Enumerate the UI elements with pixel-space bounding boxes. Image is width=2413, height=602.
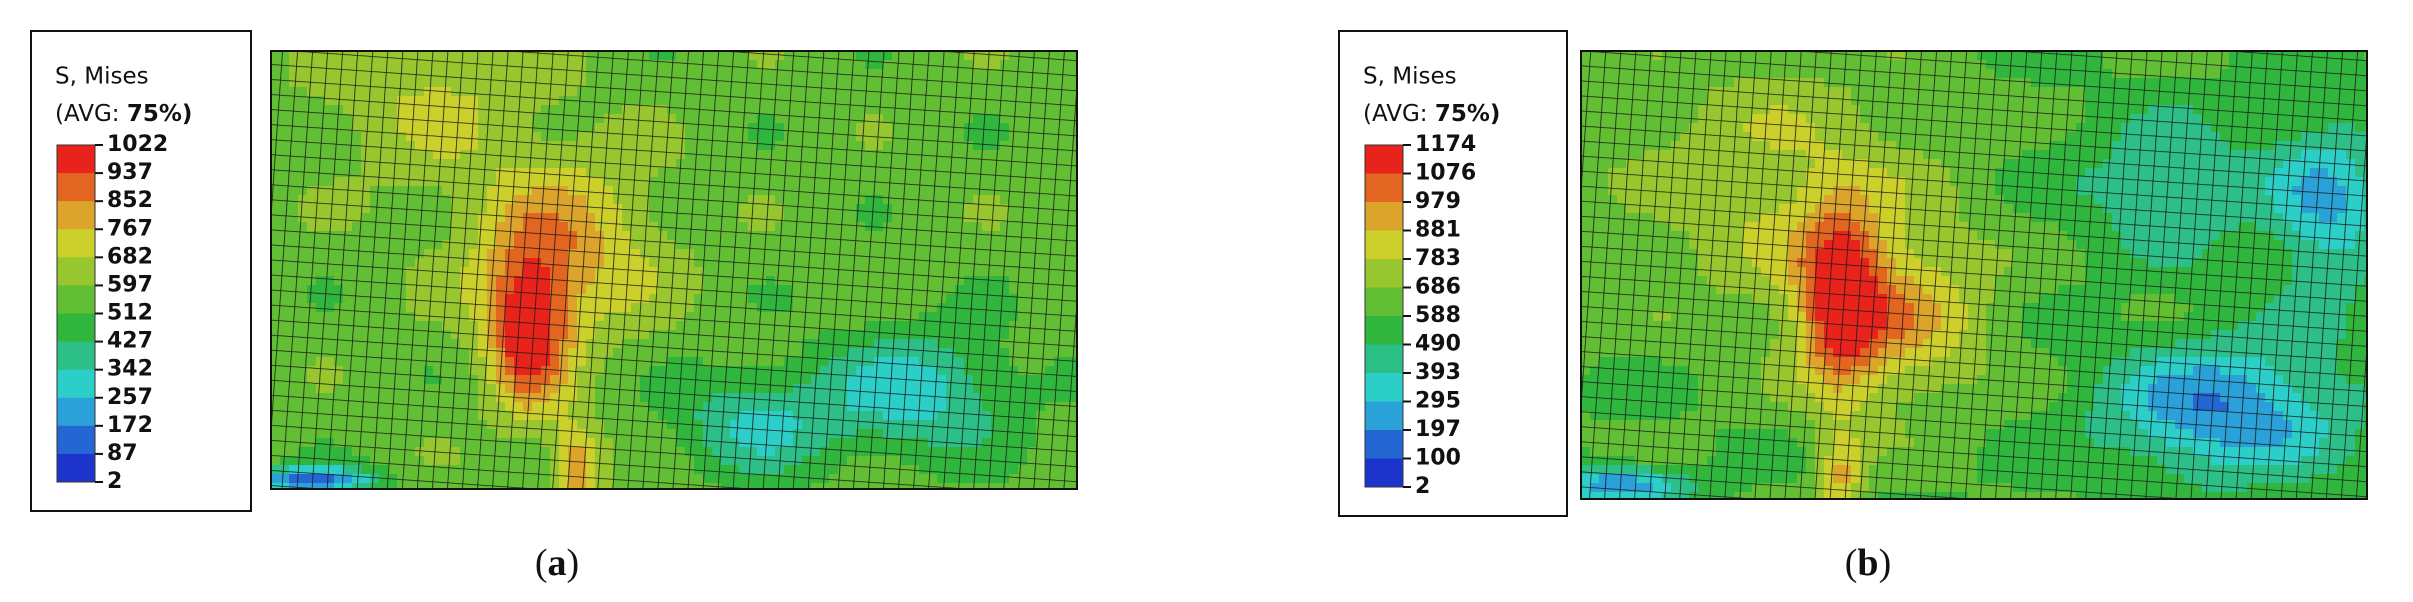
legend-level: 427	[107, 329, 153, 354]
legend-level: 490	[1415, 332, 1461, 357]
legend-level: 2	[1415, 474, 1430, 499]
legend-swatch	[57, 257, 95, 286]
mesh	[271, 51, 1077, 489]
avg-prefix: (AVG:	[1363, 101, 1435, 127]
legend-level: 597	[107, 272, 153, 297]
legend-level: 767	[107, 216, 153, 241]
legend-level: 100	[1415, 446, 1461, 471]
legend-level: 979	[1415, 189, 1461, 214]
legend-level: 342	[107, 357, 153, 382]
legend-swatch	[57, 201, 95, 230]
legend-swatch	[57, 285, 95, 314]
legend-level: 588	[1415, 303, 1461, 328]
legend-swatch	[1365, 230, 1403, 260]
legend-swatch	[57, 313, 95, 343]
avg-value: 75%)	[127, 101, 193, 127]
caption: (a)	[535, 542, 579, 584]
legend-subtitle: (AVG: 75%)	[1363, 101, 1500, 127]
legend-level: 393	[1415, 360, 1461, 385]
legend-swatch	[1365, 344, 1403, 374]
panel: S, Mises (AVG: 75%) 1022 937 852 767 682 597 512…	[30, 30, 1078, 584]
legend-level: 1022	[107, 132, 168, 157]
legend-swatch	[1365, 458, 1403, 488]
legend-level: 512	[107, 301, 153, 326]
legend-title: S, Mises	[55, 64, 149, 90]
legend-swatch	[57, 145, 95, 174]
legend-level: 172	[107, 413, 153, 438]
legend-swatch	[57, 425, 95, 455]
legend-level: 1076	[1415, 161, 1476, 186]
legend-swatch	[57, 369, 95, 399]
legend-level: 682	[107, 244, 153, 269]
legend-swatch	[57, 173, 95, 202]
legend-subtitle: (AVG: 75%)	[55, 101, 192, 127]
legend-swatch	[1365, 173, 1403, 203]
legend-level: 783	[1415, 246, 1461, 271]
legend-level: 87	[107, 441, 138, 466]
legend-swatch	[1365, 287, 1403, 317]
panel: S, Mises (AVG: 75%) 1174 1076 979 881 783 686 58…	[1338, 30, 2368, 584]
caption-open: (	[535, 542, 548, 584]
plot-border	[270, 50, 1078, 490]
legend-level: 295	[1415, 389, 1461, 414]
legend-level: 197	[1415, 417, 1461, 442]
legend-swatch	[57, 229, 95, 258]
legend-title: S, Mises	[1363, 64, 1457, 90]
legend-level: 1174	[1415, 132, 1476, 157]
avg-prefix: (AVG:	[55, 101, 127, 127]
legend-level: 881	[1415, 218, 1461, 243]
legend-swatch	[1365, 259, 1403, 288]
legend-level: 2	[107, 469, 122, 494]
legend-swatch	[1365, 145, 1403, 174]
legend-level: 852	[107, 188, 153, 213]
legend-swatch	[57, 453, 95, 483]
legend-level: 937	[107, 160, 153, 185]
avg-value: 75%)	[1435, 101, 1501, 127]
legend-swatch	[1365, 430, 1403, 459]
legend-swatch	[1365, 316, 1403, 345]
legend-swatch	[1365, 401, 1403, 431]
legend-level: 686	[1415, 275, 1461, 300]
legend-level: 257	[107, 385, 153, 410]
legend-swatch	[57, 397, 95, 427]
legend-swatch	[1365, 373, 1403, 402]
caption-close: )	[567, 542, 580, 584]
legend-swatch	[57, 341, 95, 371]
legend-swatch	[1365, 202, 1403, 231]
caption-label: a	[548, 542, 567, 584]
